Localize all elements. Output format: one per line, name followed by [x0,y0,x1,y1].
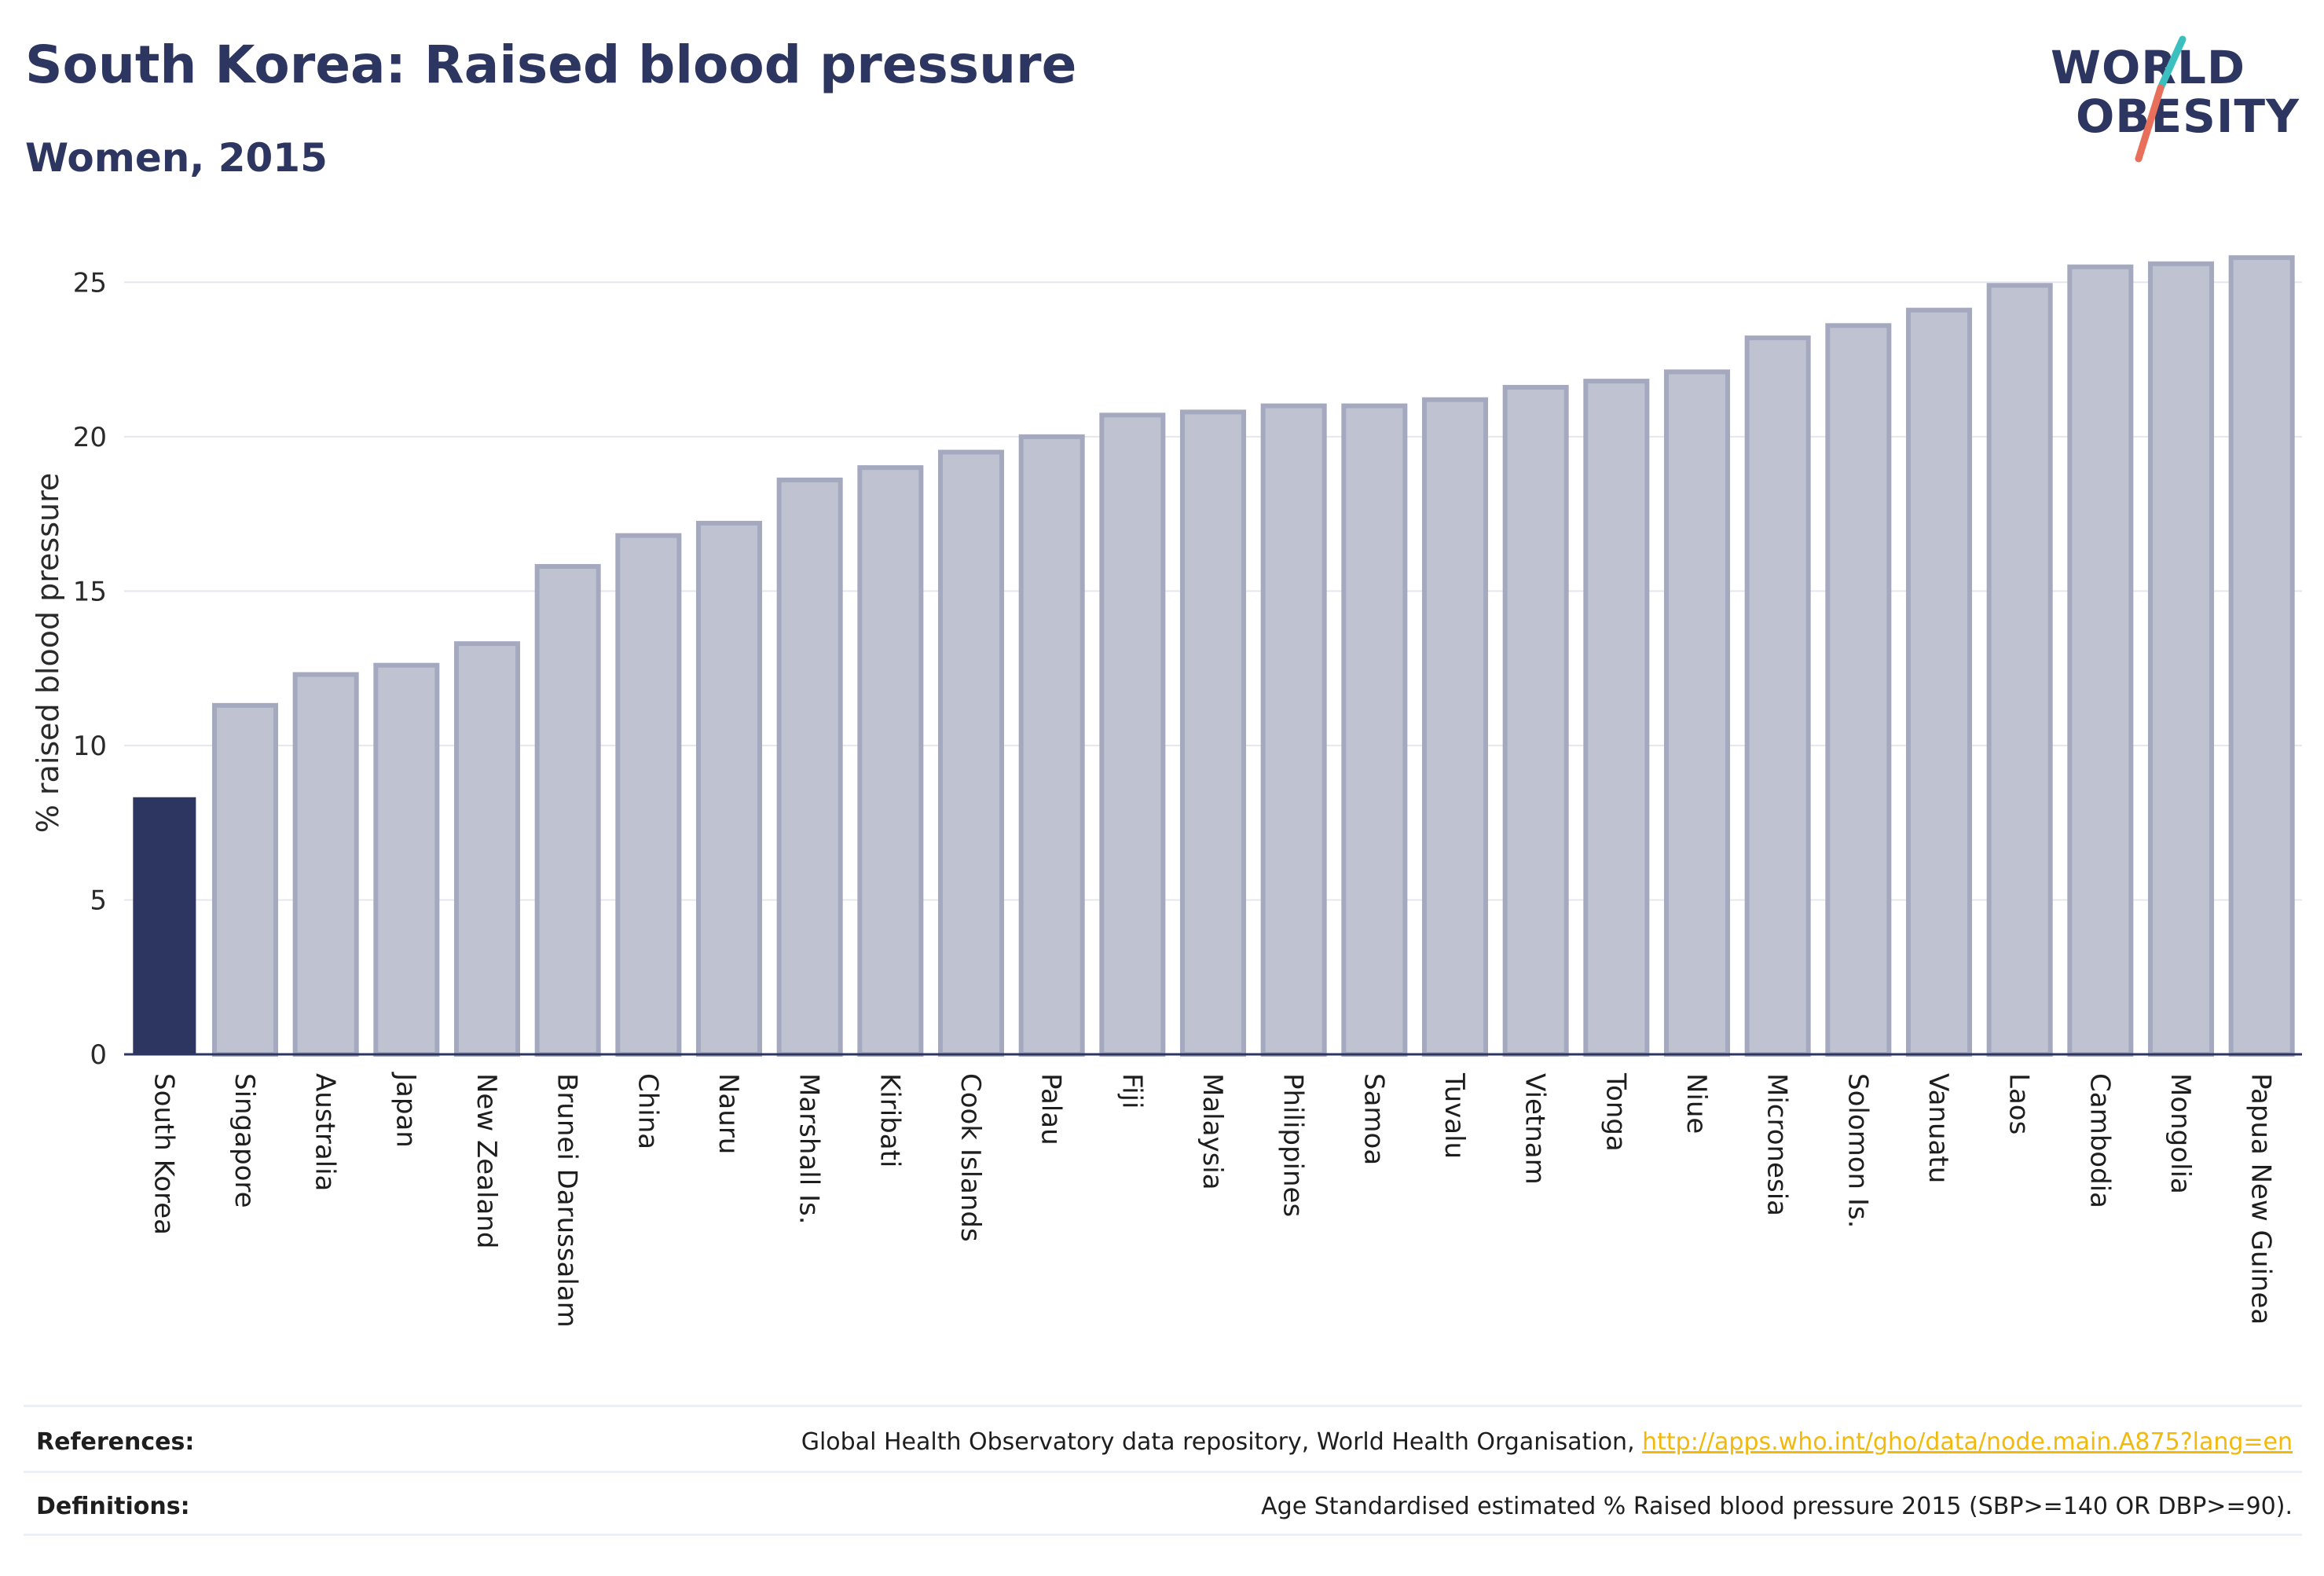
bar [1502,384,1569,1057]
x-tick-label: Malaysia [1197,1073,1228,1190]
chart-title: South Korea: Raised blood pressure [25,35,1077,95]
bar [937,449,1005,1057]
bar [857,465,924,1057]
x-tick-label: China [632,1073,663,1149]
y-tick-label: 0 [90,1039,107,1071]
bar-chart: 0 5 10 15 20 25 % raised blood pressure South K… [31,255,2302,1328]
x-tick-label: Solomon Is. [1842,1073,1873,1228]
x-tick-label: Papua New Guinea [2245,1073,2277,1325]
y-tick-label: 15 [73,576,107,607]
x-tick-label: Philippines [1277,1073,1309,1217]
x-tick-label: Samoa [1358,1073,1389,1165]
bar [211,702,279,1057]
x-tick-label: Palau [1036,1073,1067,1145]
y-tick-label: 10 [73,731,107,762]
x-tick-label: Micronesia [1761,1073,1793,1216]
bar [453,641,521,1057]
chart-subtitle: Women, 2015 [25,135,328,181]
x-tick-label: Japan [390,1072,421,1148]
y-tick-label: 25 [73,267,107,299]
x-tick-label: Cambodia [2084,1073,2115,1208]
bar [1018,434,1085,1057]
footer-divider [24,1534,2302,1536]
bar [373,662,440,1057]
bar [1825,323,1892,1057]
x-tick-label: Kiribati [874,1073,905,1167]
definitions-text: Age Standardised estimated % Raised bloo… [1261,1493,2293,1520]
bar [1986,283,2053,1057]
x-tick-label: Tuvalu [1439,1072,1470,1159]
bar [1341,403,1408,1057]
y-tick-label: 20 [73,422,107,453]
bar [1260,403,1327,1057]
bar [1905,307,1973,1057]
bar [1179,409,1247,1057]
footer-divider [24,1471,2302,1473]
logo-slash-icon [2135,35,2187,163]
x-tick-label: Tonga [1600,1072,1631,1152]
x-tick-label: Marshall Is. [794,1073,825,1225]
bar [1583,379,1650,1057]
bar [292,672,359,1057]
x-tick-label: South Korea [148,1073,179,1235]
x-tick-label: Singapore [229,1073,260,1208]
logo-line-1: WORLD [2051,41,2246,94]
bar [615,533,682,1057]
x-tick-label: Vietnam [1519,1073,1551,1185]
bar [695,520,763,1057]
x-tick-label: Laos [2003,1073,2035,1134]
bar [2228,255,2295,1057]
bar [2147,261,2215,1057]
y-tick-label: 5 [90,885,107,916]
references-label: References: [36,1428,195,1456]
bar [534,563,601,1057]
y-axis-label: % raised blood pressure [31,473,65,834]
x-tick-label: Nauru [713,1073,744,1154]
bar [1663,369,1731,1057]
bar [776,477,843,1057]
references-source: Global Health Observatory data repositor… [801,1428,1643,1456]
bar [2067,264,2134,1057]
x-tick-label: Australia [310,1073,341,1191]
footer-divider [24,1405,2302,1407]
definitions-label: Definitions: [36,1493,190,1520]
x-tick-label: Fiji [1116,1073,1147,1109]
x-tick-label: Vanuatu [1923,1073,1954,1183]
x-tick-label: Brunei Darussalam [552,1073,583,1328]
bar [133,797,196,1055]
bar [1744,335,1811,1057]
world-obesity-logo: WORLD OBESITY [2051,24,2310,165]
references-text: Global Health Observatory data repositor… [801,1428,2293,1456]
x-tick-label: Cook Islands [955,1073,986,1242]
x-tick-label: Mongolia [2165,1073,2196,1194]
x-tick-label: New Zealand [471,1073,502,1248]
logo-line-2: OBESITY [2076,90,2300,143]
bar [1421,397,1489,1057]
x-tick-label: Niue [1681,1073,1712,1134]
bar [1099,412,1166,1057]
references-link[interactable]: http://apps.who.int/gho/data/node.main.A… [1642,1428,2293,1456]
